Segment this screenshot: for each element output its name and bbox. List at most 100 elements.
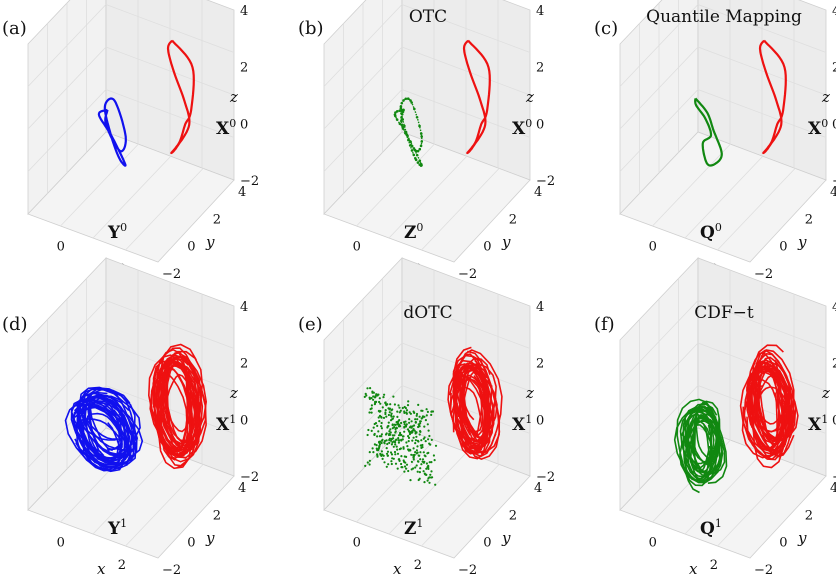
y-tick-label: 0 [483,240,491,255]
series-point [378,435,381,438]
series-point [412,153,416,157]
series-point [368,459,371,462]
series-line [78,387,138,465]
series-point [421,409,424,412]
series-label-main: X [808,415,822,435]
series-point [410,453,413,456]
grid-lines [619,0,827,251]
series-point [416,445,419,448]
series-point [405,411,408,414]
series-point [384,439,387,442]
series-point [394,111,397,114]
grid-line [619,46,699,130]
grid-line [401,46,531,96]
series-point [424,440,427,443]
floor-pane [619,427,827,559]
z-tick-label: 4 [240,300,248,315]
series-point [421,415,425,418]
series-point [430,461,433,464]
series-label-sup: 1 [229,413,236,426]
series-point [391,423,394,426]
y-tick-label: 0 [187,536,195,551]
grid-line [652,143,731,227]
series-line [97,97,127,167]
series-point [401,125,405,129]
series-point [399,434,402,437]
x-axis-label: x [393,560,402,578]
series-point [385,403,388,406]
series-point [363,395,366,398]
series-point [414,421,417,424]
series-label-sup: 0 [525,117,532,130]
y-tick-label: 4 [830,185,836,200]
series-point [420,417,423,420]
panel-label: (c) [594,18,618,39]
series-point [393,434,396,437]
series-point [395,445,398,448]
z-axis-label: z [229,384,238,402]
series-point [427,467,430,470]
series-point [398,458,401,461]
series-line [755,368,781,450]
series-line [149,355,208,452]
grid-line [684,451,764,535]
series-point [376,424,379,427]
series-point [394,462,398,465]
series-point [428,461,431,464]
series-point [370,404,373,407]
series-point [403,460,406,463]
series-label: Q0 [700,221,722,243]
z-tick-label: 2 [832,61,836,76]
series-point [420,135,423,138]
series-point [406,428,410,431]
series-point [402,99,405,102]
series-point [424,419,427,422]
series-point [396,467,399,470]
series-point [422,437,425,440]
series-point [395,438,398,441]
series-point [383,442,386,445]
series-point [416,470,419,473]
series-point [404,420,407,423]
grid-line [125,167,204,251]
series-point [381,406,384,409]
series-point [415,153,419,157]
series-point [392,415,395,418]
y-tick-label: 4 [534,481,542,496]
series-point [388,407,391,410]
z-axis-label: z [821,384,830,402]
series-point [389,451,393,454]
grid-line [401,300,531,349]
panel-label: (b) [298,18,324,39]
series-point [396,415,399,418]
series-point [425,414,428,417]
y-tick-label: 2 [509,508,517,523]
series-point [392,437,395,440]
series-point [377,449,380,452]
grid-line [92,451,172,535]
series-point [409,140,412,144]
series-point [380,441,383,445]
series-point [412,458,415,461]
series-line [166,39,195,155]
series-point [398,459,401,462]
series-point [372,451,375,454]
series-point [426,479,429,482]
series-point [410,420,413,423]
series-point [403,411,406,414]
series-point [393,403,396,406]
series-point [390,453,394,456]
series-point [416,161,420,164]
series-line [462,370,490,436]
series-point [418,424,421,427]
series-point [403,470,406,473]
series-point [400,112,404,116]
series-point [401,406,404,410]
series-point [398,448,401,451]
series-point [415,115,419,119]
y-axis-label: y [205,529,215,547]
series-point [386,426,389,429]
series-point [407,435,410,438]
series-point [398,109,401,112]
